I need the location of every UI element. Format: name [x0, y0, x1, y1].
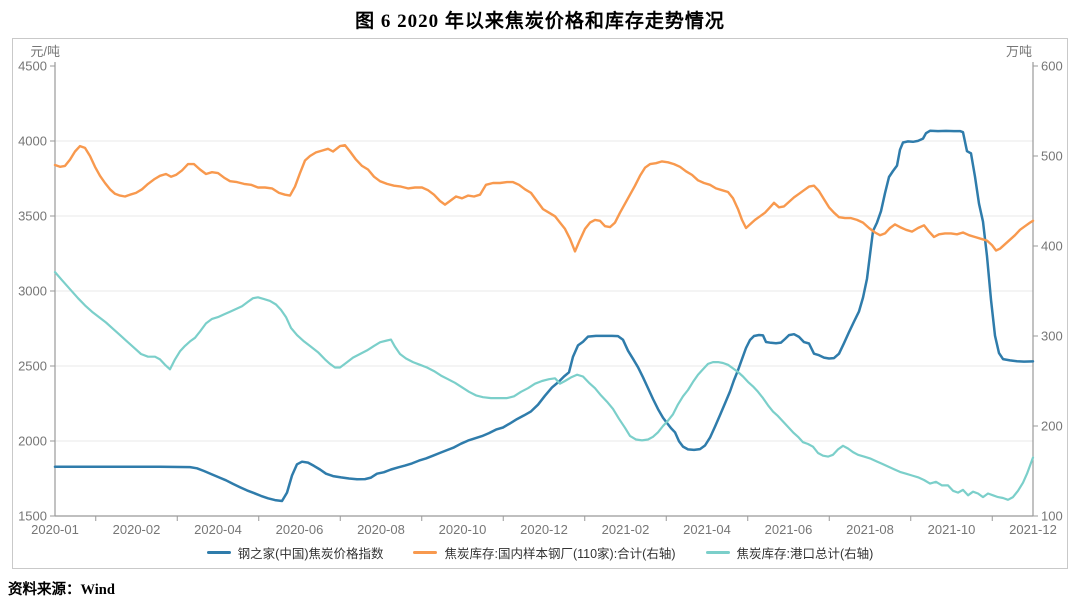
left-axis-unit: 元/吨 [30, 44, 60, 59]
legend-label: 焦炭库存:国内样本钢厂(110家):合计(右轴) [444, 547, 676, 561]
x-tick-label: 2021-02 [602, 522, 650, 537]
right-axis-ticks: 100 200 300 400 500 600 [1033, 59, 1063, 524]
right-axis-unit: 万吨 [1006, 44, 1032, 59]
legend-line-swatch [413, 551, 438, 554]
left-axis-ticks: 1500 2000 2500 3000 3500 4000 4500 [18, 59, 55, 524]
legend-line-swatch [705, 551, 730, 554]
left-tick-label: 3000 [18, 284, 47, 299]
x-tick-label: 2020-02 [113, 522, 161, 537]
x-tick-label: 2020-01 [31, 522, 79, 537]
x-tick-label: 2021-06 [765, 522, 813, 537]
x-axis-ticks: 2020-01 2020-02 2020-04 2020-06 2020-08 2020-… [31, 516, 1057, 537]
legend-item: 焦炭库存:港口总计(右轴) [705, 543, 874, 562]
right-tick-label: 600 [1041, 59, 1063, 74]
x-tick-label: 2020-04 [194, 522, 242, 537]
left-tick-label: 4500 [18, 59, 47, 74]
source-note: 资料来源：Wind [8, 582, 115, 598]
legend-item: 焦炭库存:国内样本钢厂(110家):合计(右轴) [413, 543, 676, 562]
x-tick-label: 2020-08 [357, 522, 405, 537]
legend: 钢之家(中国)焦炭价格指数 焦炭库存:国内样本钢厂(110家):合计(右轴) 焦炭库… [13, 543, 1067, 562]
left-tick-label: 2000 [18, 434, 47, 449]
x-tick-label: 2020-12 [520, 522, 568, 537]
right-tick-label: 400 [1041, 239, 1063, 254]
x-tick-label: 2021-10 [928, 522, 976, 537]
chart-title: 图 6 2020 年以来焦炭价格和库存走势情况 [355, 11, 725, 32]
series-line [53, 271, 1035, 501]
gridlines [55, 140, 1033, 442]
series-lines [53, 129, 1035, 503]
left-tick-label: 2500 [18, 359, 47, 374]
legend-label: 钢之家(中国)焦炭价格指数 [237, 547, 384, 561]
legend-line-swatch [206, 551, 231, 554]
axes [54, 62, 1034, 517]
right-tick-label: 300 [1041, 329, 1063, 344]
chart-area: 元/吨 万吨 1500 2000 2500 3000 3500 4000 4500 100 2… [12, 38, 1068, 569]
right-tick-label: 200 [1041, 419, 1063, 434]
left-tick-label: 1500 [18, 509, 47, 524]
legend-item: 钢之家(中国)焦炭价格指数 [206, 543, 384, 562]
series-line [53, 129, 1035, 503]
x-tick-label: 2020-10 [439, 522, 487, 537]
right-tick-label: 500 [1041, 149, 1063, 164]
right-tick-label: 100 [1041, 509, 1063, 524]
left-tick-label: 4000 [18, 134, 47, 149]
legend-label: 焦炭库存:港口总计(右轴) [736, 547, 874, 561]
x-tick-label: 2020-06 [276, 522, 324, 537]
series-line [53, 143, 1035, 253]
x-tick-label: 2021-12 [1009, 522, 1057, 537]
left-tick-label: 3500 [18, 209, 47, 224]
x-tick-label: 2021-04 [683, 522, 731, 537]
x-tick-label: 2021-08 [846, 522, 894, 537]
